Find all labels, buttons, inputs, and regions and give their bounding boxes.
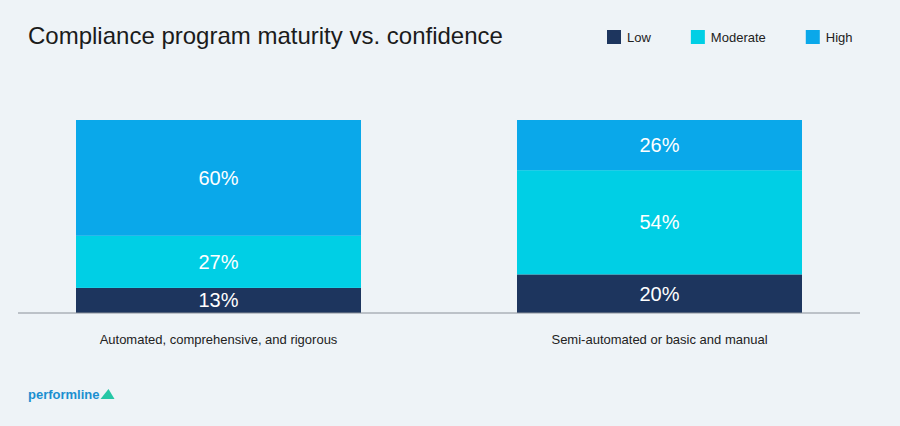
x-tick-label: Automated, comprehensive, and rigorous	[100, 332, 338, 347]
bar-segment	[76, 288, 361, 313]
data-labels: 13% 20% 27% 54% 60% 26%	[198, 134, 679, 311]
legend-swatch	[607, 30, 621, 44]
legend-label: Low	[627, 30, 651, 45]
chart-svg: Compliance program maturity vs. confiden…	[0, 0, 900, 426]
bars	[76, 120, 802, 313]
data-label: 13%	[198, 289, 238, 311]
legend-label: Moderate	[711, 30, 766, 45]
chart-container: Compliance program maturity vs. confiden…	[0, 0, 900, 426]
x-axis-line	[18, 313, 860, 314]
x-tick-label: Semi-automated or basic and manual	[551, 332, 767, 347]
legend-label: High	[826, 30, 853, 45]
data-label: 27%	[198, 251, 238, 273]
data-label: 20%	[639, 283, 679, 305]
brand-logo: performline	[28, 387, 100, 402]
data-label: 60%	[198, 167, 238, 189]
legend-swatch	[691, 30, 705, 44]
title: Compliance program maturity vs. confiden…	[28, 22, 503, 49]
bar-segment	[76, 236, 361, 288]
bar-segment	[76, 120, 361, 236]
brand-icon	[101, 389, 115, 399]
data-label: 54%	[639, 211, 679, 233]
bar-segment	[517, 274, 802, 313]
legend-swatch	[806, 30, 820, 44]
data-label: 26%	[639, 134, 679, 156]
bar-segment	[517, 170, 802, 274]
bar-segment	[517, 120, 802, 170]
background	[0, 0, 900, 426]
legend: Low Moderate High	[607, 30, 853, 45]
